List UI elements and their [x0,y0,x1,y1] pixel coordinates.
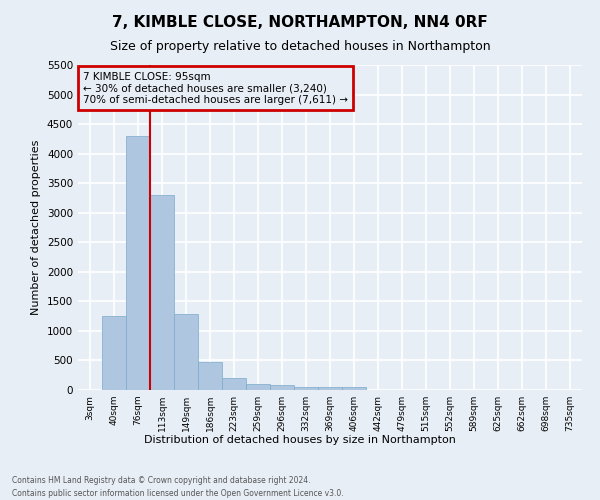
Bar [222,378,246,390]
Text: Size of property relative to detached houses in Northampton: Size of property relative to detached ho… [110,40,490,53]
Text: 7, KIMBLE CLOSE, NORTHAMPTON, NN4 0RF: 7, KIMBLE CLOSE, NORTHAMPTON, NN4 0RF [112,15,488,30]
Bar [318,387,342,390]
Bar [150,195,174,390]
Text: Contains HM Land Registry data © Crown copyright and database right 2024.: Contains HM Land Registry data © Crown c… [12,476,311,485]
Text: Distribution of detached houses by size in Northampton: Distribution of detached houses by size … [144,435,456,445]
Bar [198,362,222,390]
Bar [126,136,150,390]
Bar [294,387,318,390]
Bar [270,386,294,390]
Text: Contains public sector information licensed under the Open Government Licence v3: Contains public sector information licen… [12,488,344,498]
Bar [174,314,198,390]
Y-axis label: Number of detached properties: Number of detached properties [31,140,41,315]
Bar [246,384,270,390]
Bar [342,387,366,390]
Text: 7 KIMBLE CLOSE: 95sqm
← 30% of detached houses are smaller (3,240)
70% of semi-d: 7 KIMBLE CLOSE: 95sqm ← 30% of detached … [83,72,348,104]
Bar [102,316,126,390]
